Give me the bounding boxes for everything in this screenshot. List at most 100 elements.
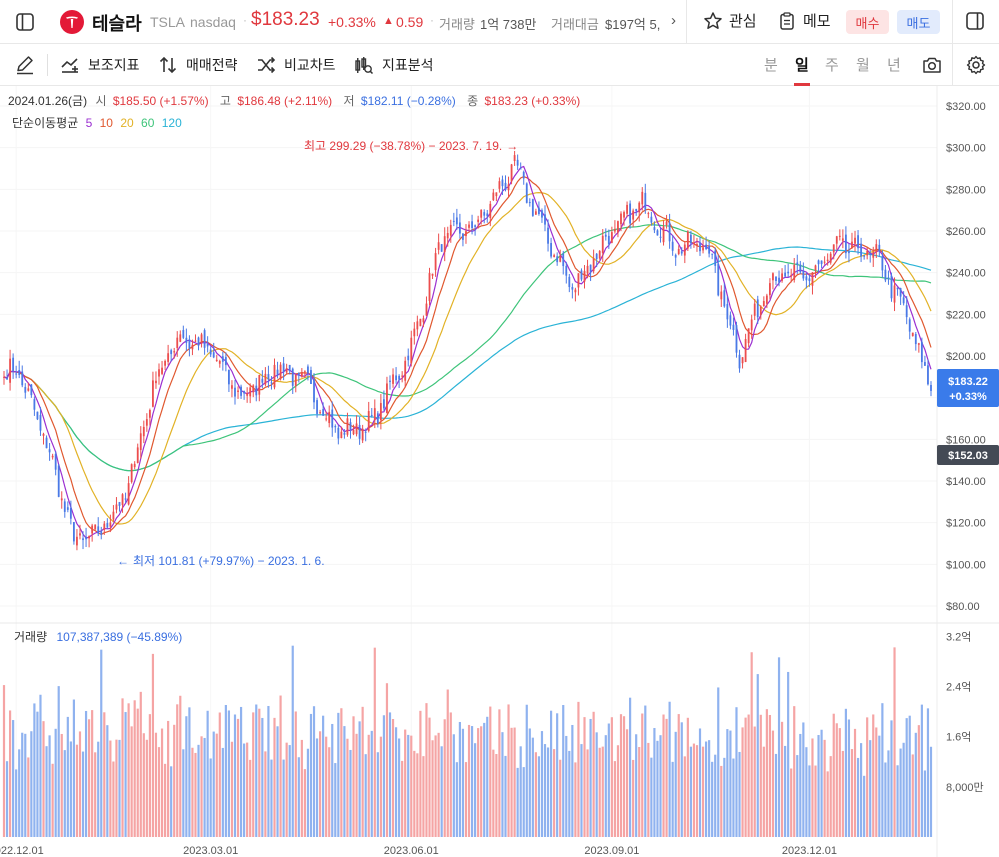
candle-body xyxy=(352,429,355,435)
candle-body xyxy=(501,179,504,187)
volume-tick-label: 3.2억 xyxy=(946,630,971,643)
candle-body xyxy=(577,273,580,288)
volume-bar xyxy=(534,752,537,837)
candle-body xyxy=(288,364,291,372)
volume-bar xyxy=(461,728,465,837)
change-amount: 0.59 xyxy=(396,14,424,30)
chevron-right-icon[interactable]: › xyxy=(671,12,676,29)
candle-body xyxy=(443,236,446,253)
panel-toggle-icon[interactable] xyxy=(965,11,987,33)
volume-bar xyxy=(318,731,322,837)
candle-body xyxy=(820,260,823,265)
volume-bar xyxy=(407,734,410,837)
candle-body xyxy=(471,221,473,228)
volume-bar xyxy=(100,649,103,837)
badge-price: $183.22 xyxy=(948,376,988,388)
analysis-button[interactable]: 지표분석 xyxy=(354,44,434,86)
ma-legend-label: 단순이동평균 xyxy=(12,116,78,130)
candle-body xyxy=(817,260,820,265)
candle-body xyxy=(364,431,367,433)
volume-bar xyxy=(94,752,97,837)
volume-bar xyxy=(738,751,741,837)
volume-bar xyxy=(698,728,702,837)
strategy-button[interactable]: 매매전략 xyxy=(158,44,238,86)
candle-body xyxy=(164,360,166,366)
candle-body xyxy=(811,272,814,286)
candle-body xyxy=(139,433,142,450)
candle-body xyxy=(227,369,230,385)
candle-body xyxy=(513,155,516,162)
volume-bar xyxy=(133,700,136,837)
volume-bar xyxy=(388,712,392,837)
volume-bar xyxy=(464,762,468,837)
volume-bar xyxy=(692,743,696,837)
volume-bar xyxy=(729,730,732,837)
draw-tool-button[interactable] xyxy=(14,44,44,86)
candle-body xyxy=(790,274,793,276)
candle-body xyxy=(145,419,148,426)
volume-bar xyxy=(869,740,872,837)
volume-bar xyxy=(30,731,33,837)
period-month[interactable]: 월 xyxy=(856,57,870,74)
sidebar-toggle-icon[interactable] xyxy=(14,11,36,33)
gear-icon[interactable] xyxy=(965,54,987,81)
volume-bar xyxy=(422,756,425,837)
volume-bar xyxy=(163,763,167,837)
candle-body xyxy=(76,536,78,546)
volume-bar xyxy=(546,747,550,837)
period-week[interactable]: 주 xyxy=(825,57,839,74)
volume-bar xyxy=(142,733,145,837)
volume-bar xyxy=(638,747,641,837)
volume-bar xyxy=(303,769,306,837)
indicators-button[interactable]: 보조지표 xyxy=(60,44,140,86)
price-axis: $320.00 $300.00 $280.00 $260.00 $240.00 $220.… xyxy=(946,101,986,613)
volume-bar xyxy=(671,761,674,837)
candle-body xyxy=(693,242,695,244)
candle-body xyxy=(349,422,352,430)
candle-body xyxy=(683,244,686,256)
volume-bar xyxy=(2,685,6,837)
sell-button[interactable]: 매도 xyxy=(897,10,940,34)
compare-button[interactable]: 비교차트 xyxy=(256,44,336,86)
volume-bar xyxy=(282,759,285,837)
period-day[interactable]: 일 xyxy=(795,57,809,74)
volume-bar xyxy=(428,717,431,837)
volume-bar xyxy=(306,748,310,837)
volume-axis: 3.2억 2.4억 1.6억 8,000만 xyxy=(946,630,984,794)
candle-body xyxy=(613,228,616,232)
period-minute[interactable]: 분 xyxy=(764,57,778,74)
watch-button[interactable]: 관심 xyxy=(703,10,757,31)
volume-bar xyxy=(708,740,711,837)
volume-bar xyxy=(115,739,118,837)
volume-bar xyxy=(148,714,151,837)
volume-bar xyxy=(908,715,911,837)
volume-bar xyxy=(285,742,288,837)
candle-body xyxy=(355,423,358,435)
candle-body xyxy=(45,437,48,449)
candle-body xyxy=(249,387,252,397)
volume-bar xyxy=(777,657,781,837)
candle-body xyxy=(173,351,176,353)
volume-bar xyxy=(820,729,823,837)
volume-bar xyxy=(711,761,714,837)
candle-body xyxy=(112,511,115,520)
memo-button[interactable]: 메모 xyxy=(777,10,831,31)
volume-bar xyxy=(154,732,158,837)
ma-legend-5: 5 xyxy=(86,116,93,130)
volume-bar xyxy=(914,732,917,837)
volume-bar xyxy=(288,745,291,837)
period-year[interactable]: 년 xyxy=(887,57,901,74)
volume-bar xyxy=(480,726,483,837)
volume-bar xyxy=(896,765,899,837)
candle-body xyxy=(917,343,920,345)
price-tick-label: $80.00 xyxy=(946,601,980,613)
volume-bar xyxy=(291,645,294,837)
camera-icon[interactable] xyxy=(921,54,943,81)
volume-bar xyxy=(613,761,617,837)
price-chart[interactable]: $320.00 $300.00 $280.00 $260.00 $240.00 $220.… xyxy=(0,86,999,857)
volume-bar xyxy=(589,718,592,837)
candle-body xyxy=(60,498,63,501)
candle-body xyxy=(276,369,279,375)
buy-button[interactable]: 매수 xyxy=(846,10,889,34)
candle-body xyxy=(188,339,191,349)
